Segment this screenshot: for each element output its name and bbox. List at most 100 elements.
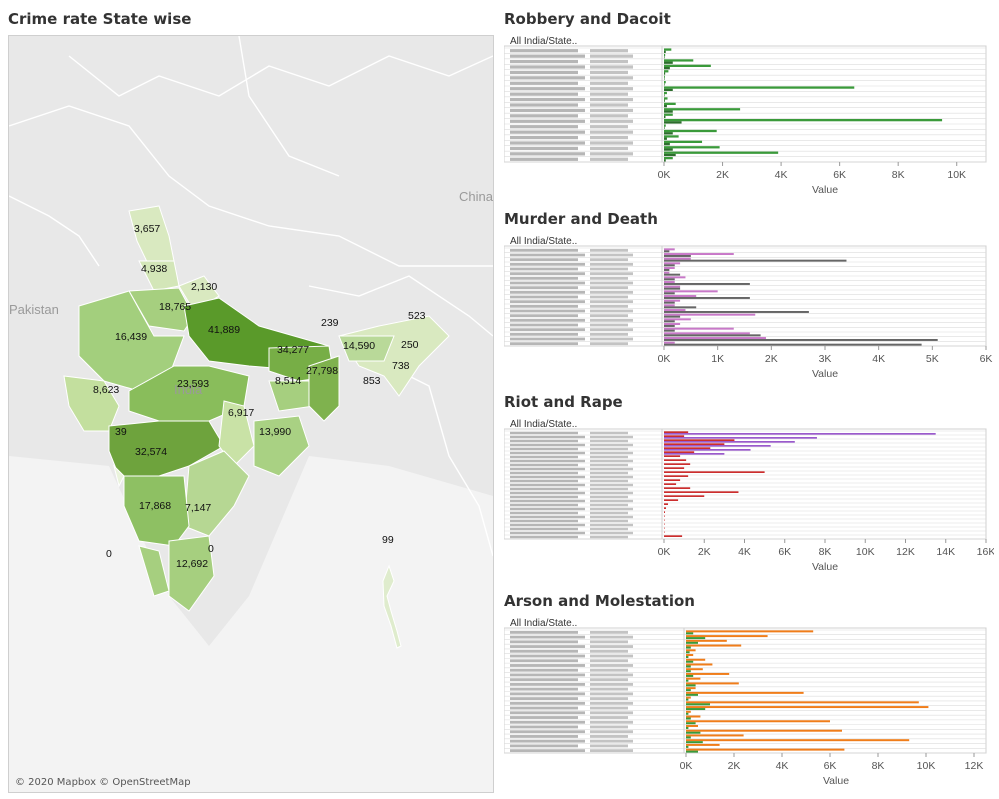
- state-value-label: 738: [392, 360, 410, 372]
- bar: [664, 70, 669, 73]
- row-subheader-cell: [590, 531, 633, 535]
- bar: [664, 273, 681, 276]
- bar: [664, 332, 750, 335]
- map-attribution[interactable]: © 2020 Mapbox © OpenStreetMap: [15, 777, 191, 788]
- row-header-cell: [510, 272, 585, 276]
- row-subheader-cell: [590, 135, 628, 140]
- state-value-label: 18,765: [159, 301, 191, 313]
- bar: [664, 250, 670, 253]
- row-header-label: All India/State..: [510, 618, 577, 629]
- row-header-cell: [510, 258, 578, 262]
- axis-tick-label: 4K: [776, 760, 789, 772]
- country-label-china: China: [459, 189, 493, 204]
- row-subheader-cell: [590, 92, 628, 96]
- row-header-cell: [510, 467, 585, 471]
- bar: [664, 264, 675, 267]
- state-value-label: 250: [401, 339, 419, 351]
- state-value-label: 0: [106, 548, 112, 560]
- state-value-label: 2,130: [191, 281, 217, 293]
- row-header-cell: [510, 92, 578, 96]
- bar: [664, 306, 697, 309]
- row-subheader-cell: [590, 730, 633, 734]
- bar: [664, 327, 734, 330]
- row-header-cell: [510, 706, 578, 710]
- row-header-cell: [510, 682, 585, 686]
- bar: [664, 334, 761, 337]
- chart-murder-death: Murder and Death All India/State.. 0K 1K 2K…: [504, 210, 994, 382]
- row-subheader-cell: [590, 507, 633, 511]
- bar: [664, 113, 673, 116]
- bar: [664, 297, 750, 299]
- bar: [664, 453, 725, 455]
- row-subheader-cell: [590, 503, 628, 507]
- state-value-label: 7,147: [185, 502, 211, 514]
- bar: [664, 479, 681, 481]
- bar: [664, 455, 681, 457]
- bar: [686, 691, 804, 694]
- row-header-cell: [510, 668, 578, 672]
- bar: [664, 151, 779, 154]
- row-subheader-cell: [590, 314, 628, 318]
- row-header-cell: [510, 519, 578, 523]
- axis-tick-label: 3K: [819, 353, 832, 365]
- bar: [664, 137, 667, 140]
- row-header-cell: [510, 640, 578, 644]
- row-header-cell: [510, 735, 578, 738]
- row-header-cell: [510, 152, 585, 156]
- row-header-cell: [510, 65, 585, 69]
- axis-tick-label: 8K: [892, 169, 905, 181]
- map-canvas[interactable]: China Pakistan India 3,657 4,938 2,130 1…: [9, 36, 493, 792]
- row-subheader-cell: [590, 654, 633, 658]
- bar: [686, 670, 691, 673]
- state-odisha: [253, 415, 310, 477]
- row-subheader-cell: [590, 673, 633, 677]
- bar: [686, 649, 696, 652]
- row-header-cell: [510, 59, 578, 64]
- row-subheader-cell: [590, 318, 633, 322]
- bar: [664, 495, 705, 497]
- bar: [664, 255, 691, 257]
- state-value-label: 17,868: [139, 500, 171, 512]
- bar: [686, 677, 701, 680]
- bar: [686, 632, 694, 635]
- axis-tick-label: 12K: [965, 760, 984, 772]
- row-header-cell: [510, 451, 585, 455]
- state-shapes[interactable]: [63, 205, 450, 649]
- row-header-cell: [510, 483, 585, 487]
- row-header-cell: [510, 49, 578, 53]
- bar: [664, 301, 675, 304]
- x-axis-title: Value: [812, 368, 838, 380]
- state-west-bengal: [308, 355, 340, 422]
- row-subheader-cell: [590, 323, 628, 327]
- bar: [664, 339, 938, 341]
- bar: [686, 660, 694, 663]
- bar: [686, 726, 689, 729]
- bar-chart[interactable]: All India/State.. 0K 1K 2K 3K 4K 5K 6K Value: [504, 234, 994, 384]
- row-subheader-cell: [590, 309, 633, 313]
- bar: [664, 320, 675, 323]
- bar: [664, 159, 666, 162]
- country-borders: [9, 36, 493, 557]
- axis-tick-label: 2K: [698, 546, 711, 558]
- row-subheader-cell: [590, 87, 633, 91]
- bar-chart[interactable]: All India/State.. 0K 2K 4K 6K 8K 10K Value: [504, 34, 994, 200]
- row-subheader-cell: [590, 491, 633, 495]
- bar: [664, 121, 682, 124]
- bar: [686, 729, 842, 732]
- bar: [664, 257, 691, 260]
- bar: [686, 672, 730, 675]
- ocean-area: [9, 456, 493, 792]
- row-header-cell: [510, 463, 578, 467]
- row-subheader-cell: [590, 649, 628, 653]
- row-header-cell: [510, 664, 585, 667]
- india-choropleth-map[interactable]: China Pakistan India 3,657 4,938 2,130 1…: [8, 35, 494, 793]
- row-subheader-cell: [590, 54, 633, 58]
- axis-tick-label: 8K: [872, 760, 885, 772]
- row-header-cell: [510, 309, 585, 313]
- row-subheader-cell: [590, 659, 628, 663]
- row-header-cell: [510, 300, 585, 304]
- bar-chart[interactable]: All India/State.. 0K 2K 4K 6K 8K 10K 12K Value: [504, 616, 994, 791]
- bar-chart[interactable]: All India/State.. 0K 2K 4K 6K 8K 10K 12K 14K 16K V…: [504, 417, 994, 577]
- state-value-label: 13,990: [259, 426, 291, 438]
- state-value-label: 27,798: [306, 365, 338, 377]
